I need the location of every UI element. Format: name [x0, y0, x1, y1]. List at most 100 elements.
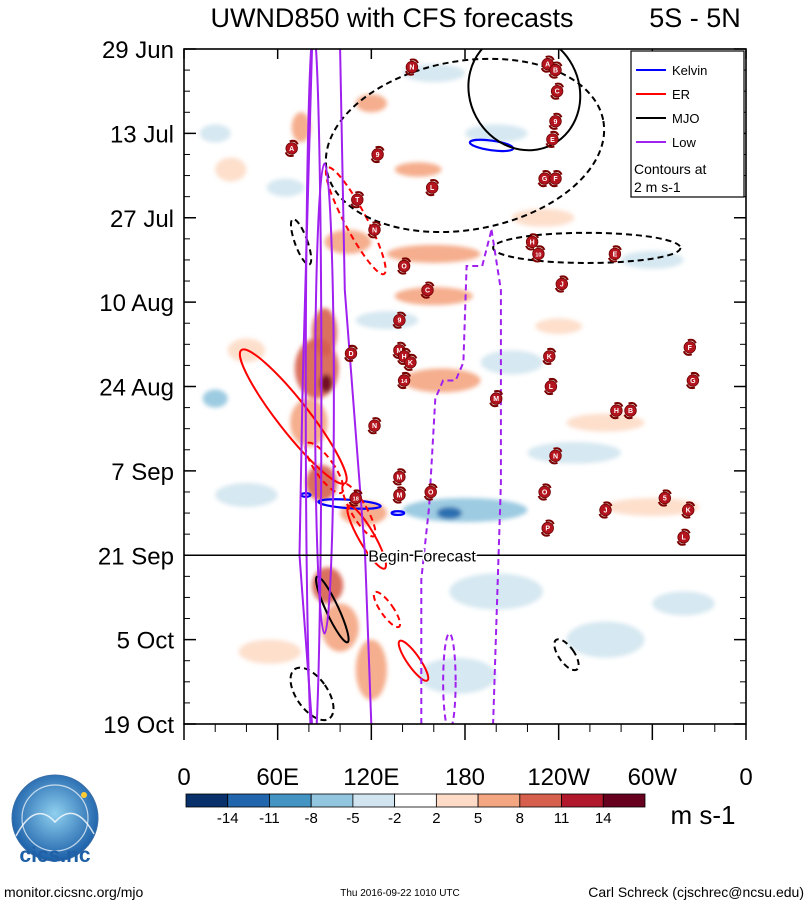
- storm-marker: N: [548, 447, 563, 465]
- storm-marker: K: [542, 347, 557, 365]
- storm-arm-top: [529, 233, 540, 239]
- storm-arm-top: [603, 501, 613, 507]
- footer-website: monitor.cicsnc.org/mjo: [4, 884, 143, 900]
- storm-label: 18: [353, 497, 359, 503]
- colorbar-swatch: [561, 793, 604, 808]
- storm-arm-bottom: [537, 182, 547, 188]
- storm-label: B: [628, 408, 633, 415]
- storm-dot: [555, 277, 568, 291]
- storm-marker: J: [554, 275, 569, 293]
- storm-label: A: [289, 146, 294, 153]
- storm-arm-top: [545, 55, 555, 61]
- footer-author: Carl Schreck (cjschrec@ncsu.edu): [588, 884, 804, 900]
- storm-marker: B: [623, 402, 638, 420]
- storm-dot: [404, 356, 417, 369]
- storm-arm-top: [559, 275, 569, 281]
- storm-arm-bottom: [397, 384, 407, 390]
- storm-label: O: [542, 490, 548, 497]
- storm-arm-bottom: [489, 402, 499, 408]
- storm-arm-bottom: [540, 67, 551, 73]
- storm-marker: N: [367, 417, 382, 435]
- storm-label: B: [553, 68, 558, 75]
- legend: Kelvin ER MJO Low Contours at 2 m s-1: [630, 50, 745, 198]
- colorbar-tick-label: -2: [388, 810, 401, 827]
- y-tick-label: 24 Aug: [99, 375, 174, 402]
- anomaly-blob: [605, 497, 700, 517]
- legend-label-er: ER: [672, 87, 690, 102]
- storm-arm-top: [425, 281, 435, 287]
- storm-arm-bottom: [548, 73, 558, 79]
- storm-dot: [393, 488, 406, 502]
- storm-label: K: [547, 354, 552, 361]
- storm-dot: [541, 521, 554, 535]
- anomaly-blob: [386, 244, 481, 263]
- storm-arm-top: [542, 483, 552, 489]
- colorbar-swatch: [519, 793, 562, 808]
- storm-label: N: [372, 423, 377, 430]
- storm-label: 9: [376, 152, 380, 159]
- anomaly-blob: [465, 124, 528, 143]
- storm-dot: [368, 419, 381, 432]
- anomaly-blob: [202, 389, 228, 408]
- storm-label: N: [553, 453, 558, 460]
- storm-label: 14: [401, 379, 408, 385]
- storm-arm-bottom: [685, 384, 696, 390]
- storm-arm-bottom: [367, 429, 377, 435]
- storm-arm-top: [401, 371, 412, 377]
- anomaly-blob: [319, 374, 333, 393]
- storm-arm-bottom: [598, 513, 608, 519]
- storm-marker: F: [682, 338, 697, 356]
- storm-dot: [397, 259, 411, 273]
- storm-dot: [344, 347, 358, 360]
- storm-label: L: [681, 535, 686, 542]
- storm-dot: [424, 485, 437, 499]
- storm-arm-bottom: [425, 191, 435, 197]
- storm-marker: T: [350, 191, 365, 209]
- storm-dot: [549, 63, 562, 77]
- storm-label: J: [604, 508, 608, 515]
- storm-arm-top: [536, 245, 546, 251]
- anomaly-blob: [621, 250, 684, 269]
- colorbar-tick-label: 8: [516, 810, 524, 827]
- storm-arm-bottom: [525, 245, 535, 251]
- storm-arm-top: [397, 341, 407, 347]
- anomaly-blob: [355, 94, 387, 113]
- storm-dot: [543, 350, 556, 363]
- storm-arm-top: [375, 145, 385, 151]
- storm-arm-top: [289, 139, 299, 145]
- storm-label: L: [430, 185, 435, 192]
- colorbar-tick-label: 5: [474, 810, 482, 827]
- anomaly-blob: [294, 338, 339, 399]
- storm-dot: [349, 491, 362, 505]
- anomaly-blob: [449, 573, 544, 610]
- storm-arm-bottom: [540, 531, 551, 537]
- footer-timestamp: Thu 2016-09-22 1010 UTC: [340, 888, 460, 899]
- storm-marker: C: [550, 82, 565, 100]
- chart-title: UWND850 with CFS forecasts: [210, 3, 573, 33]
- storm-marker: H: [609, 402, 624, 420]
- storm-arm-top: [372, 417, 382, 423]
- storm-arm-top: [409, 58, 419, 64]
- storm-dot: [405, 60, 419, 74]
- storm-dot: [351, 193, 364, 206]
- storm-label: K: [408, 360, 413, 367]
- forecast-divider: Begin Forecast: [184, 547, 746, 567]
- storm-arm-bottom: [542, 359, 552, 365]
- x-tick-label: 180: [445, 764, 485, 791]
- anomaly-blob: [291, 112, 311, 143]
- storm-arm-bottom: [531, 257, 541, 263]
- storm-dot: [544, 380, 558, 393]
- legend-note-line2: 2 m s-1: [634, 179, 681, 195]
- low-contour-line: [420, 229, 493, 724]
- storm-marker: H: [525, 233, 540, 251]
- legend-label-mjo: MJO: [672, 111, 699, 126]
- anomaly-blob: [436, 507, 462, 520]
- low-contour-line: [339, 49, 373, 724]
- storm-label: H: [614, 408, 619, 415]
- forecast-label: Begin Forecast: [368, 548, 476, 565]
- storm-arm-bottom: [548, 124, 558, 130]
- colorbar-tick-label: 14: [595, 810, 612, 827]
- storm-label: D: [348, 351, 353, 358]
- er-contour: [324, 166, 387, 276]
- storm-label: G: [690, 378, 696, 385]
